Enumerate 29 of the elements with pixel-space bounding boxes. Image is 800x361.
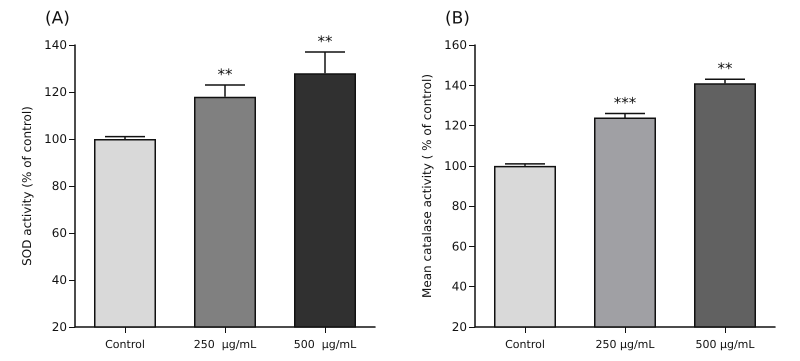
y-tick-label: 100 — [44, 132, 67, 146]
y-tick-label: 80 — [452, 199, 467, 214]
y-tick-label: 120 — [44, 85, 67, 99]
x-tick-label: 500 μg/mL — [695, 338, 756, 351]
chart-title: (A) — [45, 8, 70, 28]
y-tick-label: 60 — [52, 226, 67, 240]
x-tick-label: Control — [105, 338, 145, 351]
y-axis-title: Mean catalase activity ( % of control) — [420, 74, 434, 298]
x-tick-label: Control — [505, 338, 545, 351]
y-tick-label: 160 — [444, 38, 467, 52]
x-tick-label: 250 μg/mL — [595, 338, 656, 351]
annotation: ** — [718, 60, 733, 78]
annotation: ** — [218, 65, 233, 84]
y-axis-title: SOD activity (% of control) — [20, 106, 34, 266]
y-tick-label: 80 — [52, 179, 67, 193]
x-tick-label: 500 μg/mL — [294, 338, 358, 351]
x-tick-label: 250 μg/mL — [194, 338, 258, 351]
y-tick-label: 20 — [452, 320, 467, 334]
y-tick-label: 20 — [52, 320, 67, 334]
chart-title: (B) — [445, 8, 470, 28]
y-tick-label: 120 — [444, 118, 467, 133]
y-tick-label: 140 — [44, 38, 67, 52]
y-tick-label: 40 — [52, 273, 67, 287]
y-tick-label: 140 — [444, 78, 467, 92]
annotation: ** — [318, 32, 333, 51]
annotation: *** — [614, 94, 637, 112]
y-tick-label: 60 — [452, 239, 467, 254]
y-tick-label: 100 — [444, 158, 467, 173]
y-tick-label: 40 — [452, 280, 467, 294]
